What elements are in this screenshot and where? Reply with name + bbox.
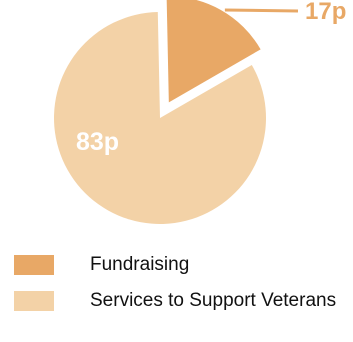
legend-swatch-services bbox=[14, 291, 54, 311]
legend-swatch-fundraising bbox=[14, 255, 54, 275]
leader-line bbox=[224, 8, 299, 13]
legend-label-fundraising: Fundraising bbox=[90, 254, 190, 275]
legend-label-services: Services to Support Veterans bbox=[90, 290, 337, 311]
slice-label-fundraising: 17p bbox=[305, 0, 346, 25]
pie-slice-services-to-support-veterans bbox=[54, 12, 266, 224]
slice-label-services: 83p bbox=[76, 128, 119, 156]
pie-chart: 17p 83p bbox=[54, 0, 346, 224]
pie-slice-fundraising bbox=[166, 0, 261, 103]
